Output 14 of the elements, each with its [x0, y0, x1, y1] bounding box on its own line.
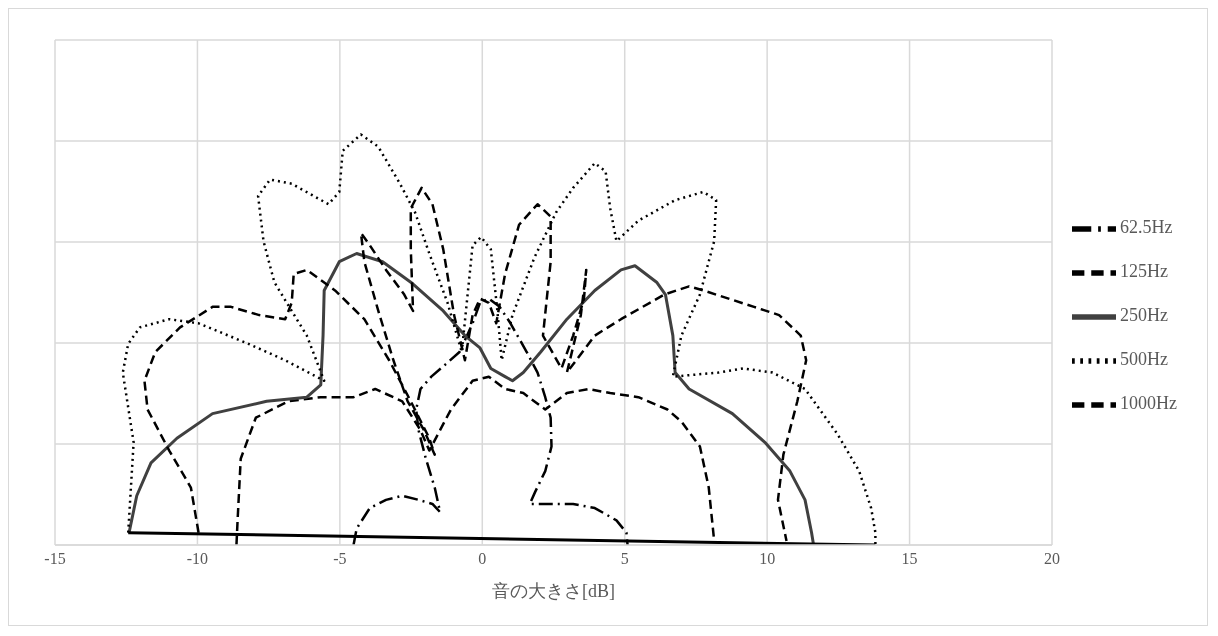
x-tick-label: -5 — [333, 550, 347, 568]
legend-label: 1000Hz — [1120, 393, 1177, 414]
x-tick-label: 5 — [620, 550, 629, 568]
x-tick-label: 10 — [759, 550, 776, 568]
legend-label: 500Hz — [1120, 349, 1168, 370]
x-tick-label: 0 — [478, 550, 487, 568]
x-tick-label: -10 — [186, 550, 209, 568]
x-tick-label: 15 — [901, 550, 918, 568]
legend-label: 125Hz — [1120, 261, 1168, 282]
legend-label: 250Hz — [1120, 305, 1168, 326]
x-axis-title: 音の大きさ[dB] — [492, 581, 615, 601]
legend-label: 62.5Hz — [1120, 217, 1173, 238]
x-tick-label: 20 — [1044, 550, 1060, 568]
x-tick-label: -15 — [44, 550, 66, 568]
